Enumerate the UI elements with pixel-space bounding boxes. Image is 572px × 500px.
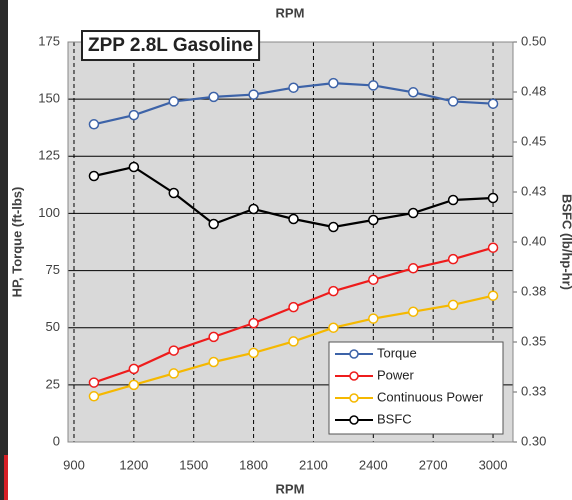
y-tick-label: 25	[46, 376, 60, 391]
window-edge	[0, 0, 8, 500]
data-point	[328, 77, 339, 89]
chart-title: ZPP 2.8L Gasoline	[88, 35, 253, 56]
y-tick-label: 125	[38, 148, 60, 163]
data-point	[248, 89, 259, 100]
x-tick-label: 2700	[419, 457, 448, 472]
x-tick-label: 2400	[359, 457, 388, 472]
legend-marker	[349, 415, 359, 425]
data-point	[368, 80, 379, 91]
data-point	[407, 306, 419, 317]
x-tick-label: 1200	[119, 457, 148, 472]
data-point	[368, 214, 379, 226]
data-point	[407, 87, 419, 98]
legend-label: Power	[377, 367, 415, 382]
y-tick-label: 150	[38, 91, 60, 106]
legend-marker	[349, 393, 359, 403]
data-point	[168, 96, 180, 107]
title-box	[81, 30, 261, 62]
legend-label: Torque	[377, 345, 417, 360]
data-point	[168, 368, 180, 379]
y-axis-title: HP, Torque (ft-lbs)	[9, 187, 24, 298]
data-point	[248, 203, 259, 215]
data-point	[288, 82, 299, 93]
data-point	[487, 98, 499, 109]
data-point	[447, 96, 459, 107]
y-tick-label: 175	[38, 33, 60, 48]
y2-tick-label: 0.48	[521, 83, 546, 98]
data-point	[368, 274, 379, 285]
data-point	[88, 170, 100, 182]
y2-tick-label: 0.38	[521, 283, 546, 298]
y2-tick-label: 0.40	[521, 233, 546, 248]
data-point	[128, 363, 140, 375]
data-point	[208, 91, 219, 103]
data-point	[128, 109, 140, 121]
data-point	[128, 379, 140, 391]
data-point	[88, 391, 100, 402]
data-point	[328, 322, 339, 333]
data-point	[168, 187, 180, 199]
data-point	[288, 301, 299, 313]
y2-axis-title: BSFC (lb/hp-hr)	[560, 194, 572, 290]
data-point	[88, 377, 100, 388]
y2-tick-label: 0.50	[521, 33, 546, 48]
y2-tick-label: 0.45	[521, 133, 546, 148]
legend-marker	[349, 349, 359, 359]
data-point	[447, 194, 459, 206]
data-point	[288, 336, 299, 347]
y2-tick-label: 0.35	[521, 333, 546, 348]
plot-border	[67, 41, 514, 443]
data-point	[407, 263, 419, 274]
x-axis-title-top: RPM	[276, 5, 305, 20]
x-axis-title: RPM	[276, 481, 305, 496]
title-group: ZPP 2.8L Gasoline	[81, 30, 261, 62]
data-point	[447, 299, 459, 311]
y-tick-label: 100	[38, 205, 60, 220]
legend-label: Continuous Power	[377, 389, 484, 404]
data-point	[487, 290, 499, 301]
x-tick-label: 900	[63, 457, 85, 472]
x-tick-label: 2100	[299, 457, 328, 472]
x-tick-label: 1800	[239, 457, 268, 472]
legend-label: BSFC	[377, 411, 412, 426]
data-point	[368, 313, 379, 324]
data-point	[487, 192, 499, 204]
data-point	[208, 356, 219, 368]
y2-tick-label: 0.43	[521, 183, 546, 198]
y-tick-label: 75	[46, 262, 60, 277]
legend-marker	[349, 371, 359, 381]
data-point	[328, 285, 339, 297]
data-point	[248, 347, 259, 359]
data-point	[407, 207, 419, 219]
y-tick-label: 0	[53, 433, 60, 448]
data-point	[288, 213, 299, 225]
x-tick-label: 3000	[479, 457, 508, 472]
data-point	[88, 119, 100, 130]
y2-tick-label: 0.30	[521, 433, 546, 448]
data-point	[248, 317, 259, 329]
data-point	[447, 253, 459, 265]
y2-tick-label: 0.33	[521, 383, 546, 398]
data-point	[487, 242, 499, 253]
data-point	[208, 331, 219, 343]
data-point	[208, 218, 219, 230]
y-tick-label: 50	[46, 319, 60, 334]
data-point	[168, 345, 180, 356]
data-point	[128, 161, 140, 173]
x-tick-label: 1500	[179, 457, 208, 472]
window-edge-accent	[4, 455, 8, 500]
data-point	[328, 221, 339, 233]
